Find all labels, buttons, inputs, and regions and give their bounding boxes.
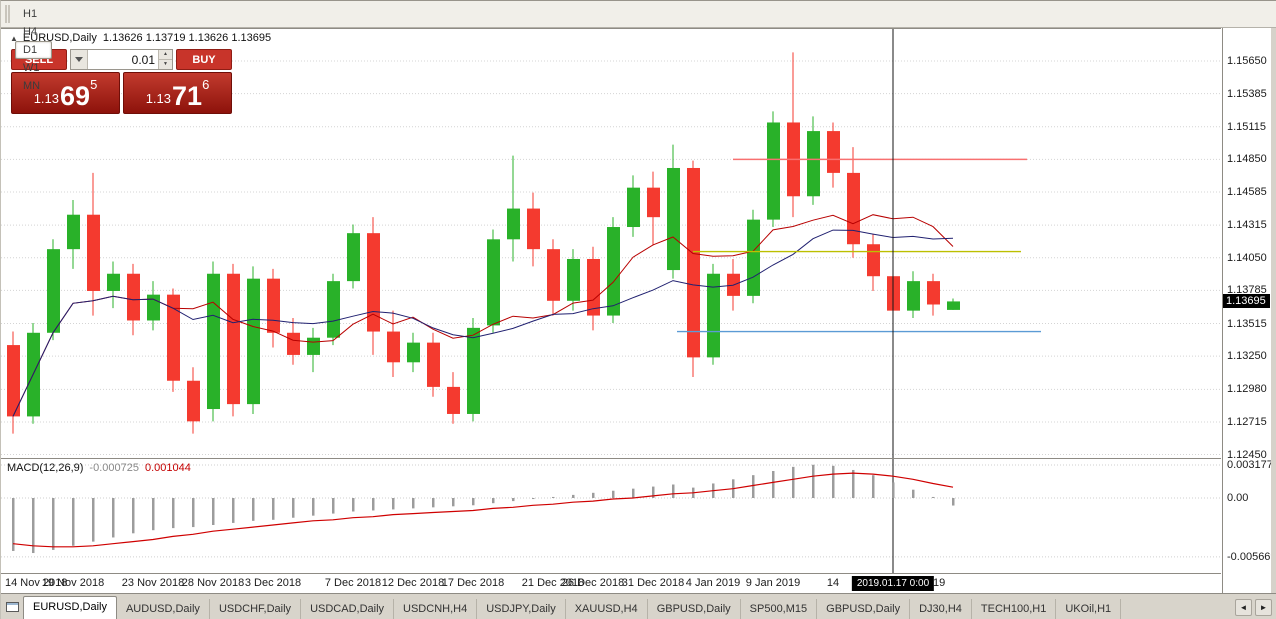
chart-canvas[interactable]: [1, 1, 1222, 593]
volume-decrease-button[interactable]: ▼: [159, 60, 172, 69]
time-axis-label: 3 Dec 2018: [244, 577, 302, 589]
chevron-down-icon: [75, 57, 83, 62]
chart-tab-tech100-h1[interactable]: TECH100,H1: [972, 599, 1057, 619]
time-axis-label: 7 Dec 2018: [324, 577, 382, 589]
time-axis-label: 26 Dec 2018: [561, 577, 625, 589]
time-axis: 2019.01.17 0:00 14 Nov 2018 19 Nov 2018 23…: [1, 574, 1222, 593]
time-axis-label: 21 Dec 2018: [521, 577, 585, 589]
price-axis-label: 1.14585: [1227, 185, 1267, 198]
chart-tab-usdcad-daily[interactable]: USDCAD,Daily: [301, 599, 395, 619]
time-axis-label: 17 Dec 2018: [441, 577, 505, 589]
macd-signal-value: 0.001044: [144, 462, 191, 474]
macd-name: MACD(12,26,9): [7, 462, 84, 474]
one-click-toggle-icon[interactable]: ▲: [10, 34, 18, 43]
volume-control: 0.01 ▲ ▼: [70, 49, 173, 70]
toolbar-drag-handle[interactable]: [5, 5, 10, 23]
timeframe-button-h1[interactable]: H1: [23, 8, 38, 20]
chart-tab-dj30-h4[interactable]: DJ30,H4: [910, 599, 972, 619]
timeframe-button-mn[interactable]: MN: [23, 80, 41, 92]
volume-dropdown-button[interactable]: [71, 50, 88, 69]
chart-tab-usdcnh-h4[interactable]: USDCNH,H4: [394, 599, 478, 619]
window-right-border: [1271, 28, 1276, 593]
chart-tab-usdchf-daily[interactable]: USDCHF,Daily: [210, 599, 302, 619]
buy-button[interactable]: BUY: [176, 49, 232, 70]
chart-tab-sp500-m15[interactable]: SP500,M15: [741, 599, 818, 619]
buy-price-pip-digit: 6: [202, 77, 210, 92]
time-axis-label: 19 Nov 2018: [41, 577, 105, 589]
chart-ohlc-values: 1.13626 1.13719 1.13626 1.13695: [102, 32, 272, 44]
price-axis-label: 1.13515: [1227, 317, 1267, 330]
tabs-scroll-left-button[interactable]: ◄: [1235, 599, 1252, 616]
chart-tab-audusd-daily[interactable]: AUDUSD,Daily: [117, 599, 210, 619]
timeframe-button-d1[interactable]: D1: [15, 41, 53, 59]
price-axis-label: 1.13250: [1227, 350, 1267, 363]
timeframe-button-h4[interactable]: H4: [23, 26, 38, 38]
time-axis-label: 14 Nov 2018: [5, 577, 68, 589]
time-axis-label: 12 Dec 2018: [381, 577, 445, 589]
macd-main-value: -0.000725: [89, 462, 139, 474]
buy-price-display[interactable]: 1.13 71 6: [123, 72, 232, 114]
chart-tabs: EURUSD,Daily AUDUSD,Daily USDCHF,Daily USDC…: [23, 594, 1122, 619]
chart-tab-icon[interactable]: [1, 594, 23, 619]
volume-stepper: ▲ ▼: [158, 50, 172, 69]
price-axis-label: 1.12715: [1227, 415, 1267, 428]
timeframe-button-m30[interactable]: M30: [15, 1, 52, 5]
timeframe-button-w1[interactable]: W1: [23, 62, 40, 74]
chart-tab-gbpusd-daily[interactable]: GBPUSD,Daily: [648, 599, 741, 619]
timeframe-buttons: M1M5M15M30H1H4D1W1MN: [14, 1, 53, 95]
chart-tab-xauusd-h4[interactable]: XAUUSD,H4: [566, 599, 648, 619]
price-axis-label: 1.15115: [1227, 120, 1266, 133]
chart-tab-gbpusd-daily[interactable]: GBPUSD,Daily: [817, 599, 911, 619]
vertical-line-date-tag: 2019.01.17 0:00: [851, 576, 935, 591]
price-axis-label: 1.14315: [1227, 219, 1267, 232]
mini-chart-window-icon: [5, 602, 19, 612]
chart-tab-eurusd-daily[interactable]: EURUSD,Daily: [23, 596, 117, 619]
macd-axis-label: 0.003177: [1227, 459, 1273, 471]
price-axis-label: 1.14850: [1227, 153, 1267, 166]
chart-tab-ukoil-h1[interactable]: UKOil,H1: [1056, 599, 1122, 619]
macd-axis-label: 0.00: [1227, 492, 1249, 504]
chart-tab-usdjpy-daily[interactable]: USDJPY,Daily: [477, 599, 566, 619]
price-axis: 1.13695 1.15650 1.15385 1.15115 1.14850 1.14…: [1222, 28, 1276, 593]
buy-price-prefix: 1.13: [145, 91, 172, 106]
volume-increase-button[interactable]: ▲: [159, 50, 172, 60]
price-axis-label: 1.14050: [1227, 251, 1267, 264]
buy-price-big-digits: 71: [172, 81, 203, 111]
tab-scroll-arrows: ◄ ►: [1235, 599, 1272, 616]
sell-price-big-digits: 69: [60, 81, 91, 111]
time-axis-label: 23 Nov 2018: [121, 577, 185, 589]
time-axis-label: 28 Nov 2018: [181, 577, 245, 589]
one-click-trading-panel: SELL 0.01 ▲ ▼ BUY 1.13 69 5 1.13 71 6: [11, 49, 232, 114]
time-axis-label: 14: [826, 577, 840, 589]
price-axis-label: 1.12450: [1227, 448, 1267, 461]
time-axis-label: 9 Jan 2019: [745, 577, 801, 589]
macd-indicator-label: MACD(12,26,9) -0.000725 0.001044: [7, 462, 191, 474]
current-price-badge: 1.13695: [1223, 294, 1270, 309]
price-axis-label: 1.15385: [1227, 87, 1267, 100]
price-axis-label: 1.13785: [1227, 284, 1267, 297]
buy-button-label: BUY: [192, 53, 216, 66]
time-axis-label: 4 Jan 2019: [685, 577, 741, 589]
sell-price-pip-digit: 5: [90, 77, 98, 92]
volume-input[interactable]: 0.01: [131, 53, 155, 67]
sell-price-prefix: 1.13: [33, 91, 60, 106]
tabs-scroll-right-button[interactable]: ►: [1255, 599, 1272, 616]
macd-axis-label: -0.005669: [1227, 550, 1276, 563]
sell-price-display[interactable]: 1.13 69 5: [11, 72, 120, 114]
horizontal-lines-layer[interactable]: [677, 158, 1041, 333]
chart-tab-bar: EURUSD,Daily AUDUSD,Daily USDCHF,Daily USDC…: [1, 593, 1276, 619]
price-axis-label: 1.12980: [1227, 383, 1267, 396]
price-axis-label: 1.15650: [1227, 54, 1267, 67]
timeframe-toolbar: M1M5M15M30H1H4D1W1MN: [1, 1, 1276, 92]
macd-signal-line: [12, 472, 954, 548]
time-axis-label: 31 Dec 2018: [621, 577, 685, 589]
macd-layer: [12, 464, 955, 554]
